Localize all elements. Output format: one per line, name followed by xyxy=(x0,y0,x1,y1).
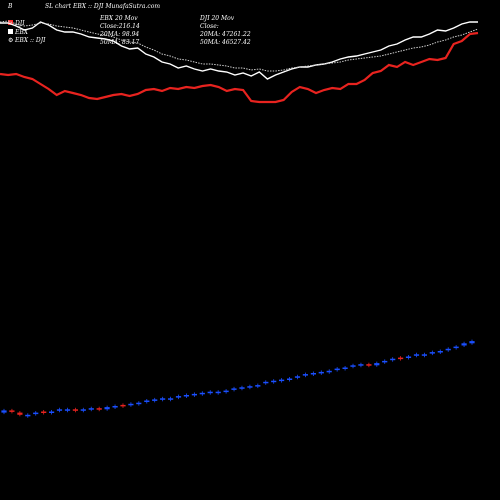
candle-body xyxy=(199,392,205,395)
candle-body xyxy=(326,370,332,373)
candle-body xyxy=(247,386,253,388)
candle-body xyxy=(96,408,102,410)
candle-body xyxy=(215,391,221,394)
candle-body xyxy=(318,371,324,374)
candle-body xyxy=(33,412,39,415)
candle-body xyxy=(104,407,110,410)
candle-body xyxy=(453,346,459,349)
candle-body xyxy=(421,354,427,356)
candle-body xyxy=(64,409,71,411)
candle-body xyxy=(144,400,150,402)
candle-body xyxy=(263,381,269,384)
candles-layer xyxy=(1,339,475,418)
info-left-line4: 50MA: 83.17 xyxy=(100,39,139,46)
candle-body xyxy=(231,388,237,390)
candle-body xyxy=(437,351,443,353)
candle-body xyxy=(302,374,308,376)
legend: DJI EBX ⚙ EBX :: DJI xyxy=(8,20,46,44)
candle-body xyxy=(1,410,7,413)
candle-body xyxy=(239,387,245,389)
candle-body xyxy=(160,398,166,400)
header: B SL chart EBX :: DJI MunafaSutra.com xyxy=(7,3,160,10)
info-left: EBX 20 Mov Close:216.14 20MA: 98.94 50MA… xyxy=(99,15,140,46)
candle-body xyxy=(175,396,182,398)
info-left-line1: EBX 20 Mov xyxy=(99,15,138,22)
candle-body xyxy=(366,364,372,366)
lines-layer xyxy=(0,20,479,104)
series-line-ratio xyxy=(0,20,479,72)
legend-label-ebx: EBX xyxy=(14,29,29,36)
legend-label-ratio: EBX :: DJI xyxy=(14,37,46,44)
legend-swatch-dji xyxy=(8,20,13,25)
series-line-dji xyxy=(0,31,479,104)
candle-body xyxy=(294,376,301,378)
info-right-line3: 20MA: 47261.22 xyxy=(199,31,251,38)
candle-body xyxy=(223,390,229,393)
candle-body xyxy=(413,354,420,356)
candle-body xyxy=(358,364,364,366)
candle-body xyxy=(310,373,316,375)
chart-title: SL chart EBX :: DJI MunafaSutra.com xyxy=(45,3,160,10)
candle-body xyxy=(445,348,451,351)
candle-body xyxy=(405,356,412,358)
candle-body xyxy=(183,395,189,397)
candle-body xyxy=(56,409,63,411)
candle-body xyxy=(128,403,134,406)
candle-body xyxy=(469,341,475,344)
candle-body xyxy=(152,399,158,401)
candle-body xyxy=(136,402,142,405)
candle-body xyxy=(390,358,396,361)
legend-label-dji: DJI xyxy=(14,20,25,27)
candle-body xyxy=(279,379,285,382)
candle-body xyxy=(112,406,118,408)
candle-body xyxy=(342,367,348,369)
info-right-line2: Close: xyxy=(200,23,219,30)
candle-body xyxy=(120,404,126,407)
candle-body xyxy=(374,363,380,366)
candle-body xyxy=(350,365,356,367)
candle-body xyxy=(191,393,197,396)
series-line-ebx xyxy=(0,21,478,80)
candle-body xyxy=(17,412,23,415)
info-left-line2: Close:216.14 xyxy=(100,23,140,30)
candle-body xyxy=(41,411,47,413)
gear-icon: ⚙ xyxy=(8,37,13,44)
candle-body xyxy=(88,408,94,410)
candle-body xyxy=(9,410,15,412)
candle-body xyxy=(382,360,388,363)
header-left-marker: B xyxy=(7,3,13,10)
candle-body xyxy=(429,352,435,354)
candle-body xyxy=(49,411,55,413)
candle-body xyxy=(398,357,404,360)
candle-body xyxy=(80,409,86,411)
candle-body xyxy=(334,368,340,371)
info-right-line1: DJI 20 Mov xyxy=(199,15,235,22)
candle-body xyxy=(287,378,293,380)
candle-body xyxy=(271,380,277,383)
candle-body xyxy=(461,343,467,346)
candle-body xyxy=(25,414,31,417)
info-right-line4: 50MA: 46527.42 xyxy=(200,39,251,46)
info-left-line3: 20MA: 98.94 xyxy=(99,31,139,38)
candle-body xyxy=(168,398,174,400)
info-right: DJI 20 Mov Close: 20MA: 47261.22 50MA: 4… xyxy=(199,15,251,46)
candle-body xyxy=(72,409,78,411)
candle-body xyxy=(255,385,261,387)
legend-swatch-ebx xyxy=(8,29,13,34)
candle-body xyxy=(207,391,213,394)
